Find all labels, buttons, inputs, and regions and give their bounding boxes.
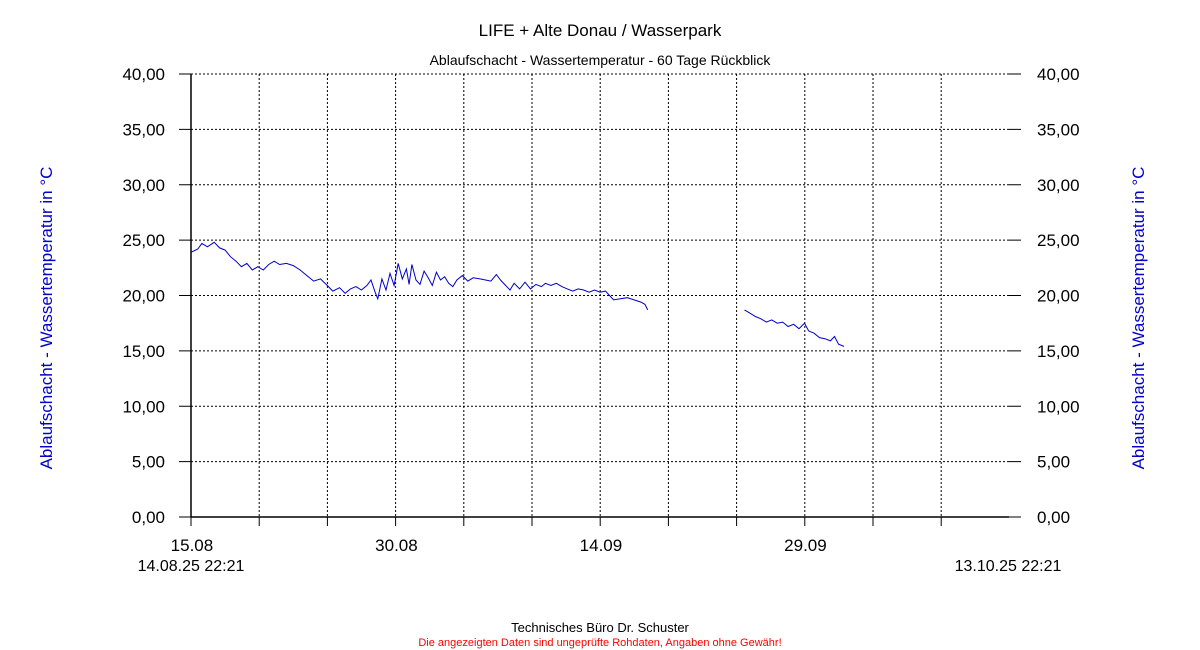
temperature-line-segment (190, 241, 649, 311)
y-tick-label-right: 15,00 (1037, 342, 1080, 361)
temperature-line-segment (744, 309, 845, 347)
y-tick-label-right: 30,00 (1037, 176, 1080, 195)
y-tick-label-left: 40,00 (122, 65, 165, 84)
x-tick-label: 30.08 (375, 536, 418, 555)
chart-subtitle: Ablaufschacht - Wassertemperatur - 60 Ta… (430, 52, 772, 68)
footer-credit: Technisches Büro Dr. Schuster (511, 620, 689, 635)
x-tick-label: 15.08 (171, 536, 214, 555)
y-tick-label-left: 25,00 (122, 231, 165, 250)
y-tick-label-left: 30,00 (122, 176, 165, 195)
x-tick-label: 14.09 (580, 536, 623, 555)
y-axis-label-left: Ablaufschacht - Wassertemperatur in °C (37, 167, 56, 470)
y-axis-label-right: Ablaufschacht - Wassertemperatur in °C (1129, 167, 1148, 470)
x-axis-ticks: 15.08 30.08 14.09 29.09 (171, 517, 942, 555)
y-tick-label-right: 20,00 (1037, 287, 1080, 306)
y-tick-label-left: 0,00 (132, 508, 165, 527)
y-tick-label-left: 35,00 (122, 120, 165, 139)
y-tick-label-right: 10,00 (1037, 397, 1080, 416)
plot-grid (190, 73, 1009, 518)
series-lines (190, 241, 845, 347)
x-start-datetime: 14.08.25 22:21 (138, 558, 245, 575)
y-tick-label-right: 40,00 (1037, 65, 1080, 84)
y-tick-label-right: 5,00 (1037, 453, 1070, 472)
y-tick-label-left: 10,00 (122, 397, 165, 416)
y-tick-label-right: 25,00 (1037, 231, 1080, 250)
y-tick-label-left: 20,00 (122, 287, 165, 306)
y-tick-label-left: 15,00 (122, 342, 165, 361)
y-tick-label-left: 5,00 (132, 453, 165, 472)
x-tick-label: 29.09 (784, 536, 827, 555)
footer-disclaimer: Die angezeigten Daten sind ungeprüfte Ro… (418, 637, 781, 649)
y-tick-label-right: 35,00 (1037, 120, 1080, 139)
chart-title: LIFE + Alte Donau / Wasserpark (479, 21, 722, 40)
y-tick-label-right: 0,00 (1037, 508, 1070, 527)
y-axis-ticks: 0,00 0,00 5,00 5,00 10,00 10,00 15,00 15,00 20,0… (122, 65, 1079, 527)
x-end-datetime: 13.10.25 22:21 (955, 558, 1062, 575)
